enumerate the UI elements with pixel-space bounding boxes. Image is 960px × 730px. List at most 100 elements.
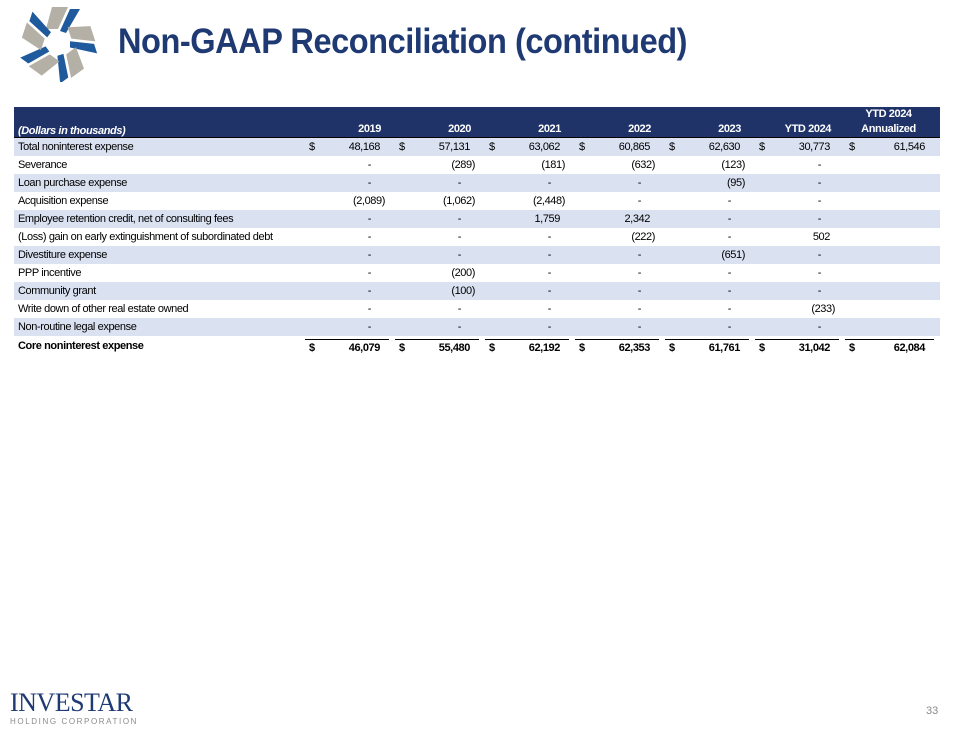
cell-value: (222) [631,231,655,243]
cell-value: - [457,321,462,333]
cell-value: - [817,177,822,189]
value-cell: - [485,174,575,192]
cell-value: - [727,267,732,279]
cell-value: (123) [721,159,745,171]
value-cell: - [485,228,575,246]
cell-value: - [727,195,732,207]
cell-value: 502 [812,231,831,243]
value-cell [845,282,940,300]
value-cell: - [395,246,485,264]
value-cell: - [395,318,485,336]
value-cell: - [395,300,485,318]
cell-value: - [817,213,822,225]
cell-value: - [727,321,732,333]
cell-value: - [367,231,372,243]
table-row: Severance - (289) (181) (632) (123) - [14,156,940,174]
cell-value: 62,192 [528,341,561,354]
cell-value: - [547,321,552,333]
total-row: Core noninterest expense $46,079 $55,480 $6… [14,336,940,356]
table-row: Non-routine legal expense - - - - - - [14,318,940,336]
cell-value: - [367,159,372,171]
column-header: YTD 2024 Annualized [845,107,940,138]
value-cell: - [305,156,395,174]
value-cell: $62,192 [485,336,575,356]
reconciliation-table: (Dollars in thousands) 2019 2020 2021 2022 2… [14,107,940,356]
value-cell: - [395,174,485,192]
currency-symbol: $ [579,341,585,354]
cell-value: - [457,177,462,189]
table-row: Loan purchase expense - - - - (95) - [14,174,940,192]
cell-value: (289) [451,159,475,171]
cell-value: - [547,285,552,297]
cell-value: - [817,159,822,171]
currency-symbol: $ [849,341,855,354]
cell-value: 48,168 [348,141,381,153]
value-cell: 1,759 [485,210,575,228]
value-cell [845,174,940,192]
value-cell: - [665,210,755,228]
cell-value: - [547,303,552,315]
table-row: Employee retention credit, net of consul… [14,210,940,228]
units-label: (Dollars in thousands) [14,107,305,138]
brand-logo: INVESTAR HOLDING CORPORATION [10,690,139,727]
value-cell: $30,773 [755,137,845,156]
value-cell: (123) [665,156,755,174]
value-cell: - [665,300,755,318]
row-label: Non-routine legal expense [14,318,305,336]
currency-symbol: $ [579,141,585,153]
value-cell: - [665,282,755,300]
cell-value: (1,062) [442,195,475,207]
currency-symbol: $ [759,141,765,153]
cell-value: (651) [721,249,745,261]
table-row: Write down of other real estate owned - - -… [14,300,940,318]
cell-value: - [817,249,822,261]
value-cell: $62,353 [575,336,665,356]
currency-symbol: $ [669,141,675,153]
value-cell: $61,546 [845,137,940,156]
value-cell: - [575,192,665,210]
currency-symbol: $ [399,341,405,354]
column-header: 2023 [665,107,755,138]
currency-symbol: $ [669,341,675,354]
cell-value: - [727,231,732,243]
row-label: Community grant [14,282,305,300]
value-cell: - [305,318,395,336]
value-cell: (222) [575,228,665,246]
cell-value: - [817,321,822,333]
cell-value: - [637,267,642,279]
value-cell: - [755,282,845,300]
row-label: Write down of other real estate owned [18,303,189,315]
currency-symbol: $ [489,141,495,153]
value-cell: - [305,282,395,300]
cell-value: 63,062 [528,141,561,153]
column-header: 2020 [395,107,485,138]
cell-value: - [547,249,552,261]
table-row: Acquisition expense (2,089) (1,062) (2,448)… [14,192,940,210]
value-cell: (651) [665,246,755,264]
value-cell: - [305,174,395,192]
cell-value: 61,546 [893,141,926,153]
value-cell: - [665,318,755,336]
cell-value: (100) [451,285,475,297]
value-cell [845,192,940,210]
value-cell: - [305,228,395,246]
value-cell [845,318,940,336]
value-cell: 2,342 [575,210,665,228]
cell-value: - [637,303,642,315]
value-cell: - [755,246,845,264]
cell-value: - [547,231,552,243]
cell-value: - [637,195,642,207]
value-cell: $57,131 [395,137,485,156]
cell-value: - [637,285,642,297]
brand-subtitle: HOLDING CORPORATION [10,717,139,726]
value-cell: - [755,156,845,174]
value-cell: $55,480 [395,336,485,356]
value-cell [845,300,940,318]
cell-value: - [367,285,372,297]
column-header: 2022 [575,107,665,138]
table-row: Divestiture expense - - - - (651) - [14,246,940,264]
cell-value: (2,448) [532,195,565,207]
value-cell: - [755,174,845,192]
column-header: 2021 [485,107,575,138]
value-cell: - [305,210,395,228]
